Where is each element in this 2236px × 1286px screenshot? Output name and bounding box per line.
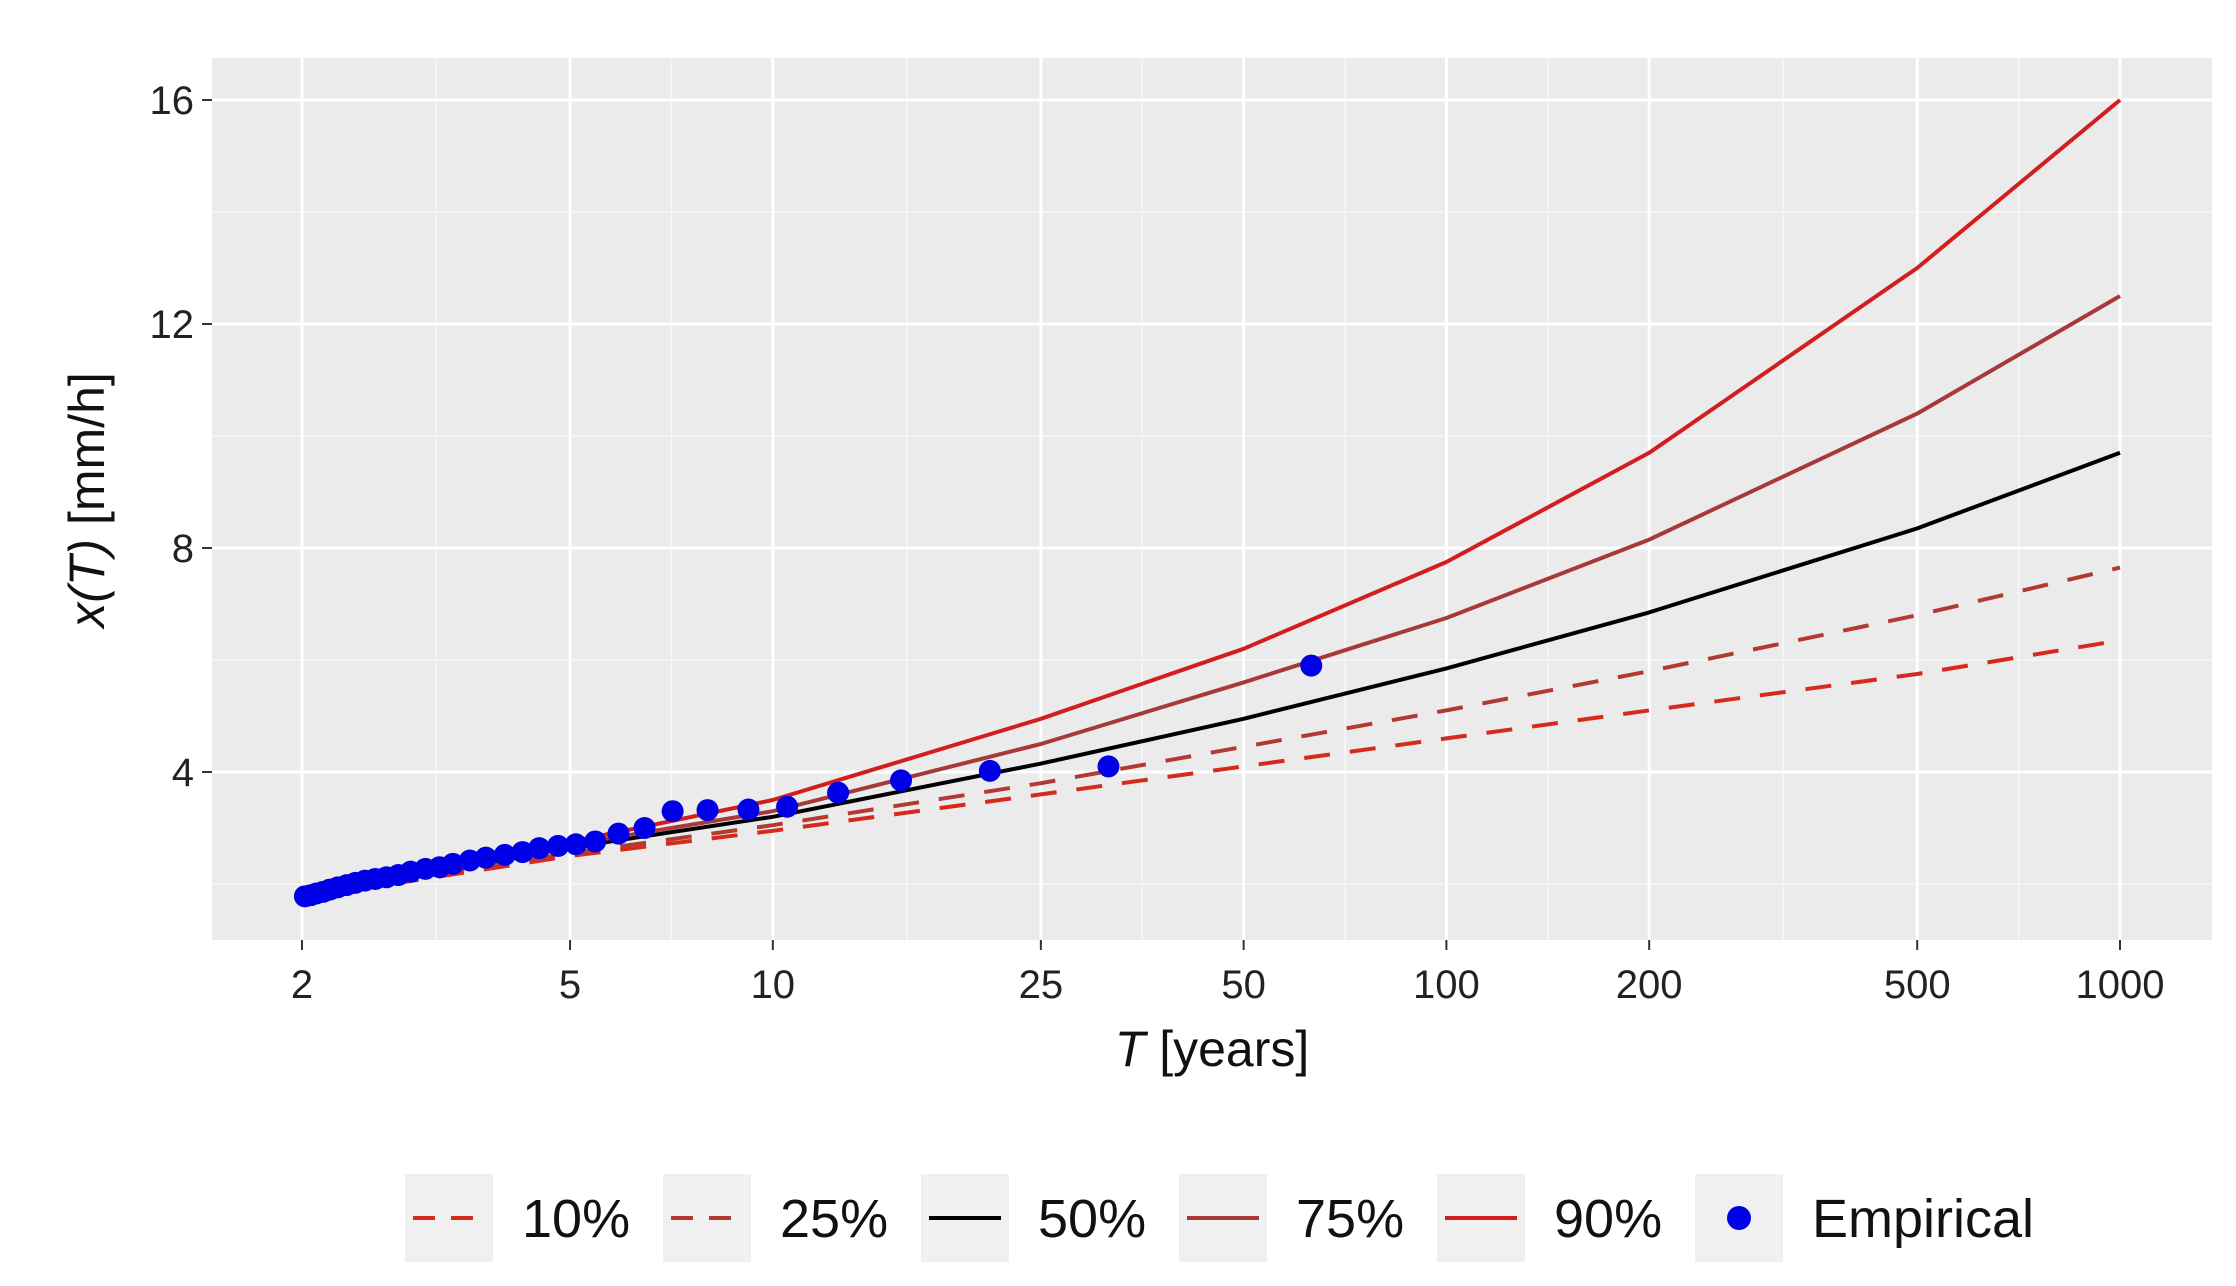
y-tick-label: 4 bbox=[172, 751, 194, 795]
y-axis: 4 8 12 16 bbox=[150, 79, 212, 795]
panel-background bbox=[212, 58, 2212, 940]
legend-key-point bbox=[1727, 1206, 1751, 1230]
empirical-points bbox=[293, 654, 1323, 908]
empirical-point bbox=[1300, 654, 1323, 677]
empirical-point bbox=[528, 837, 551, 860]
series-line-10pct bbox=[301, 638, 2121, 900]
y-tick-label: 16 bbox=[150, 79, 195, 123]
grid-minor bbox=[212, 58, 2212, 940]
legend-label: 90% bbox=[1554, 1189, 1662, 1249]
series-line-50pct bbox=[301, 450, 2121, 898]
empirical-point bbox=[737, 798, 760, 821]
y-tick-label: 8 bbox=[172, 527, 194, 571]
x-tick-label: 25 bbox=[1019, 963, 1064, 1007]
legend-label: 10% bbox=[522, 1189, 630, 1249]
series-line-25pct bbox=[301, 565, 2121, 898]
x-tick-label: 2 bbox=[291, 963, 313, 1007]
empirical-point bbox=[493, 843, 516, 866]
x-tick-label: 1000 bbox=[2076, 963, 2165, 1007]
legend-label: 50% bbox=[1038, 1189, 1146, 1249]
empirical-point bbox=[564, 833, 587, 856]
legend: 10% 25% 50% 75% 90% Empirical bbox=[405, 1174, 2034, 1262]
legend-label: 25% bbox=[780, 1189, 888, 1249]
x-tick-label: 500 bbox=[1884, 963, 1951, 1007]
x-axis-title: T [years] bbox=[1115, 1021, 1310, 1077]
empirical-point bbox=[607, 822, 630, 845]
empirical-point bbox=[776, 795, 799, 818]
empirical-point bbox=[1097, 755, 1120, 778]
legend-label: Empirical bbox=[1812, 1189, 2034, 1249]
empirical-point bbox=[633, 817, 656, 839]
empirical-point bbox=[474, 846, 497, 869]
x-tick-label: 10 bbox=[751, 963, 796, 1007]
empirical-point bbox=[547, 834, 570, 857]
x-tick-label: 5 bbox=[559, 963, 581, 1007]
grid-major bbox=[212, 58, 2212, 940]
empirical-point bbox=[696, 799, 719, 822]
x-tick-label: 100 bbox=[1413, 963, 1480, 1007]
empirical-point bbox=[584, 830, 607, 853]
empirical-point bbox=[890, 769, 913, 792]
empirical-point bbox=[441, 852, 464, 875]
y-tick-label: 12 bbox=[150, 303, 195, 347]
empirical-point bbox=[661, 800, 684, 823]
empirical-point bbox=[827, 781, 850, 804]
x-axis: 2 5 10 25 50 100 200 500 1000 bbox=[291, 940, 2165, 1007]
empirical-point bbox=[978, 759, 1001, 782]
x-tick-label: 50 bbox=[1221, 963, 1266, 1007]
x-tick-label: 200 bbox=[1616, 963, 1683, 1007]
empirical-point bbox=[511, 841, 534, 864]
legend-label: 75% bbox=[1296, 1189, 1404, 1249]
y-axis-title: x(T) [mm/h] bbox=[59, 372, 115, 630]
